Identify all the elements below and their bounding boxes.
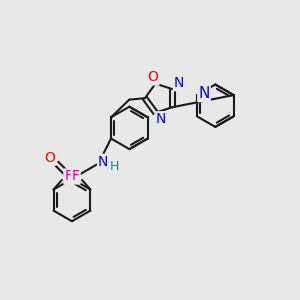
Text: F: F (64, 169, 72, 184)
Text: N: N (98, 155, 108, 169)
Text: F: F (72, 169, 80, 184)
Text: O: O (45, 151, 56, 165)
Text: H: H (110, 160, 119, 173)
Text: N: N (174, 76, 184, 90)
Text: N: N (198, 86, 210, 101)
Text: N: N (156, 112, 166, 126)
Text: O: O (148, 70, 159, 84)
